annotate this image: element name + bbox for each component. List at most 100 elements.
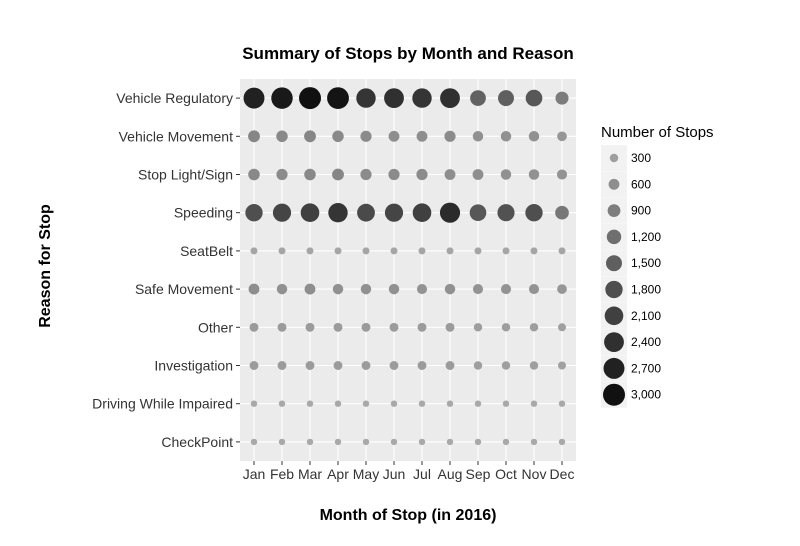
data-point bbox=[555, 91, 569, 105]
data-point bbox=[248, 168, 260, 181]
data-point bbox=[500, 169, 512, 180]
data-point bbox=[306, 247, 314, 255]
plot-panel bbox=[240, 79, 576, 461]
x-tick-label: Jan bbox=[243, 466, 266, 482]
data-point bbox=[528, 169, 540, 180]
data-point bbox=[278, 247, 286, 255]
data-point bbox=[360, 283, 372, 295]
data-point bbox=[248, 130, 260, 143]
data-point bbox=[299, 87, 321, 110]
data-point bbox=[333, 361, 343, 370]
legend-key-point bbox=[604, 306, 624, 326]
data-point bbox=[446, 400, 454, 407]
data-point bbox=[249, 322, 259, 332]
x-tick-label: Apr bbox=[327, 466, 349, 482]
y-axis-title: Reason for Stop bbox=[37, 204, 54, 328]
data-point bbox=[440, 88, 460, 108]
data-point bbox=[557, 131, 567, 142]
data-point bbox=[439, 202, 461, 223]
data-point bbox=[300, 203, 320, 223]
data-point bbox=[473, 361, 483, 370]
data-point bbox=[556, 169, 568, 180]
data-point bbox=[304, 130, 316, 143]
data-point bbox=[250, 247, 258, 255]
legend-key-point bbox=[604, 332, 624, 352]
legend-key-point bbox=[609, 153, 619, 163]
grid-lines bbox=[240, 79, 576, 461]
data-point bbox=[384, 88, 404, 108]
legend-key-point bbox=[608, 178, 620, 190]
data-point bbox=[473, 323, 483, 332]
data-point bbox=[558, 400, 566, 407]
data-point bbox=[243, 87, 265, 109]
x-tick-label: Nov bbox=[522, 466, 547, 482]
legend-key-point bbox=[605, 280, 623, 299]
data-point bbox=[360, 168, 372, 181]
data-point bbox=[305, 361, 315, 370]
data-point bbox=[362, 400, 370, 407]
chart-title: Summary of Stops by Month and Reason bbox=[242, 44, 574, 63]
data-point bbox=[497, 204, 515, 222]
data-point bbox=[277, 361, 287, 370]
data-points bbox=[243, 87, 569, 446]
data-point bbox=[272, 203, 292, 222]
data-point bbox=[502, 247, 510, 255]
x-tick-label: Dec bbox=[550, 466, 575, 482]
data-point bbox=[418, 247, 426, 255]
data-point bbox=[418, 438, 426, 446]
data-point bbox=[276, 283, 288, 295]
data-point bbox=[334, 400, 342, 407]
data-point bbox=[388, 130, 400, 142]
y-tick-label: Vehicle Movement bbox=[119, 128, 234, 144]
x-tick-label: Jul bbox=[413, 466, 431, 482]
legend-label: 2,400 bbox=[631, 335, 661, 349]
y-tick-label: Driving While Impaired bbox=[92, 396, 233, 412]
legend-label: 1,200 bbox=[631, 230, 661, 244]
data-point bbox=[474, 247, 482, 255]
legend-key-point bbox=[603, 383, 625, 406]
legend-label: 300 bbox=[631, 151, 651, 165]
data-point bbox=[277, 322, 287, 332]
data-point bbox=[384, 203, 404, 222]
data-point bbox=[305, 322, 315, 332]
data-point bbox=[304, 168, 316, 181]
data-point bbox=[332, 283, 344, 295]
data-point bbox=[357, 203, 375, 222]
data-point bbox=[334, 438, 342, 446]
data-point bbox=[304, 283, 316, 295]
legend-key-point bbox=[603, 357, 625, 379]
x-tick-label: Mar bbox=[298, 466, 322, 482]
legend-items: 300 600 900 1,200 1,500 1,800 2,100 2,400 2,700 3… bbox=[601, 145, 661, 408]
data-point bbox=[362, 247, 370, 255]
data-point bbox=[558, 438, 566, 446]
data-point bbox=[530, 247, 538, 255]
data-point bbox=[500, 284, 512, 295]
data-point bbox=[389, 322, 399, 332]
data-point bbox=[525, 204, 543, 222]
data-point bbox=[412, 88, 432, 108]
y-tick-label: Vehicle Regulatory bbox=[116, 90, 233, 106]
data-point bbox=[388, 168, 400, 181]
data-point bbox=[502, 400, 510, 407]
y-tick-label: Safe Movement bbox=[135, 281, 233, 297]
x-axis-ticks: Jan Feb Mar Apr May Jun Jul Aug Sep Oct Nov Dec bbox=[243, 461, 575, 482]
data-point bbox=[278, 438, 286, 446]
y-tick-label: SeatBelt bbox=[180, 243, 233, 259]
data-point bbox=[250, 400, 258, 407]
data-point bbox=[333, 322, 343, 332]
data-point bbox=[276, 130, 288, 143]
data-point bbox=[416, 168, 428, 181]
data-point bbox=[249, 361, 259, 370]
data-point bbox=[557, 284, 567, 294]
data-point bbox=[472, 131, 484, 142]
data-point bbox=[334, 247, 342, 255]
data-point bbox=[390, 247, 398, 255]
data-point bbox=[416, 130, 428, 142]
y-tick-label: Investigation bbox=[154, 358, 233, 374]
legend-label: 1,800 bbox=[631, 283, 661, 297]
data-point bbox=[327, 87, 349, 110]
data-point bbox=[306, 438, 314, 446]
data-point bbox=[498, 90, 514, 107]
data-point bbox=[245, 204, 263, 222]
